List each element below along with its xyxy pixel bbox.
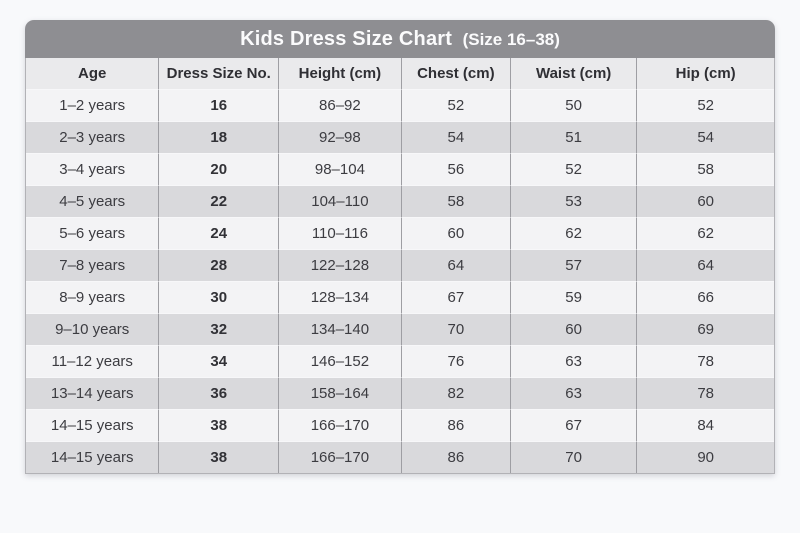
table-cell: 70	[509, 441, 637, 473]
table-cell: 52	[400, 89, 510, 121]
table-cell: 67	[509, 409, 637, 441]
table-cell: 98–104	[278, 153, 401, 185]
size-table: Age Dress Size No. Height (cm) Chest (cm) Wa…	[26, 58, 774, 473]
table-cell: 20	[158, 153, 279, 185]
table-cell: 110–116	[278, 217, 401, 249]
size-chart-card: Kids Dress Size Chart (Size 16–38) Age Dr…	[25, 20, 775, 474]
chart-title-bar: Kids Dress Size Chart (Size 16–38)	[25, 20, 775, 58]
column-header: Chest (cm)	[400, 58, 510, 89]
table-cell: 166–170	[278, 409, 401, 441]
table-cell: 60	[509, 313, 637, 345]
table-cell: 11–12 years	[26, 345, 159, 377]
table-cell: 82	[400, 377, 510, 409]
table-cell: 60	[636, 185, 774, 217]
table-cell: 78	[636, 345, 774, 377]
table-cell: 66	[636, 281, 774, 313]
table-cell: 62	[636, 217, 774, 249]
table-cell: 67	[400, 281, 510, 313]
table-cell: 122–128	[278, 249, 401, 281]
table-cell: 104–110	[278, 185, 401, 217]
chart-title-suffix: (Size 16–38)	[462, 30, 560, 49]
table-cell: 30	[158, 281, 279, 313]
table-cell: 60	[400, 217, 510, 249]
table-cell: 8–9 years	[26, 281, 159, 313]
table-cell: 7–8 years	[26, 249, 159, 281]
table-row: 1–2 years 16 86–92 52 50 52	[26, 89, 774, 121]
table-cell: 24	[158, 217, 279, 249]
table-cell: 51	[509, 121, 637, 153]
table-cell: 5–6 years	[26, 217, 159, 249]
table-cell: 52	[636, 89, 774, 121]
table-cell: 90	[636, 441, 774, 473]
table-cell: 54	[400, 121, 510, 153]
chart-title: Kids Dress Size Chart	[240, 28, 453, 50]
table-cell: 50	[509, 89, 637, 121]
table-row: 8–9 years 30 128–134 67 59 66	[26, 281, 774, 313]
table-cell: 32	[158, 313, 279, 345]
table-row: 13–14 years 36 158–164 82 63 78	[26, 377, 774, 409]
table-cell: 4–5 years	[26, 185, 159, 217]
table-cell: 86	[400, 409, 510, 441]
column-header: Waist (cm)	[509, 58, 637, 89]
table-cell: 84	[636, 409, 774, 441]
table-cell: 63	[509, 377, 637, 409]
table-cell: 54	[636, 121, 774, 153]
table-row: 11–12 years 34 146–152 76 63 78	[26, 345, 774, 377]
table-cell: 34	[158, 345, 279, 377]
table-cell: 59	[509, 281, 637, 313]
table-cell: 86	[400, 441, 510, 473]
table-cell: 36	[158, 377, 279, 409]
column-header: Dress Size No.	[158, 58, 279, 89]
table-cell: 22	[158, 185, 279, 217]
table-cell: 134–140	[278, 313, 401, 345]
table-cell: 166–170	[278, 441, 401, 473]
table-cell: 128–134	[278, 281, 401, 313]
table-cell: 63	[509, 345, 637, 377]
table-cell: 18	[158, 121, 279, 153]
table-cell: 1–2 years	[26, 89, 159, 121]
table-cell: 28	[158, 249, 279, 281]
table-cell: 58	[400, 185, 510, 217]
header-row: Age Dress Size No. Height (cm) Chest (cm) Wa…	[26, 58, 774, 89]
table-cell: 3–4 years	[26, 153, 159, 185]
table-cell: 16	[158, 89, 279, 121]
table-cell: 64	[400, 249, 510, 281]
table-cell: 13–14 years	[26, 377, 159, 409]
table-cell: 58	[636, 153, 774, 185]
table-cell: 78	[636, 377, 774, 409]
table-cell: 14–15 years	[26, 441, 159, 473]
table-cell: 2–3 years	[26, 121, 159, 153]
table-cell: 70	[400, 313, 510, 345]
table-cell: 64	[636, 249, 774, 281]
table-row: 14–15 years 38 166–170 86 70 90	[26, 441, 774, 473]
table-row: 7–8 years 28 122–128 64 57 64	[26, 249, 774, 281]
column-header: Height (cm)	[278, 58, 401, 89]
table-cell: 57	[509, 249, 637, 281]
table-row: 2–3 years 18 92–98 54 51 54	[26, 121, 774, 153]
table-row: 14–15 years 38 166–170 86 67 84	[26, 409, 774, 441]
table-wrap: Age Dress Size No. Height (cm) Chest (cm) Wa…	[25, 58, 775, 474]
table-row: 4–5 years 22 104–110 58 53 60	[26, 185, 774, 217]
table-row: 3–4 years 20 98–104 56 52 58	[26, 153, 774, 185]
table-cell: 14–15 years	[26, 409, 159, 441]
table-cell: 69	[636, 313, 774, 345]
table-cell: 56	[400, 153, 510, 185]
table-body: 1–2 years 16 86–92 52 50 52 2–3 years 18 92–98 54…	[26, 89, 774, 473]
column-header: Hip (cm)	[636, 58, 774, 89]
table-cell: 9–10 years	[26, 313, 159, 345]
table-row: 9–10 years 32 134–140 70 60 69	[26, 313, 774, 345]
table-cell: 86–92	[278, 89, 401, 121]
table-cell: 92–98	[278, 121, 401, 153]
table-cell: 158–164	[278, 377, 401, 409]
table-cell: 38	[158, 441, 279, 473]
table-cell: 52	[509, 153, 637, 185]
column-header: Age	[26, 58, 159, 89]
table-cell: 38	[158, 409, 279, 441]
table-row: 5–6 years 24 110–116 60 62 62	[26, 217, 774, 249]
table-cell: 146–152	[278, 345, 401, 377]
table-cell: 76	[400, 345, 510, 377]
table-cell: 53	[509, 185, 637, 217]
table-cell: 62	[509, 217, 637, 249]
